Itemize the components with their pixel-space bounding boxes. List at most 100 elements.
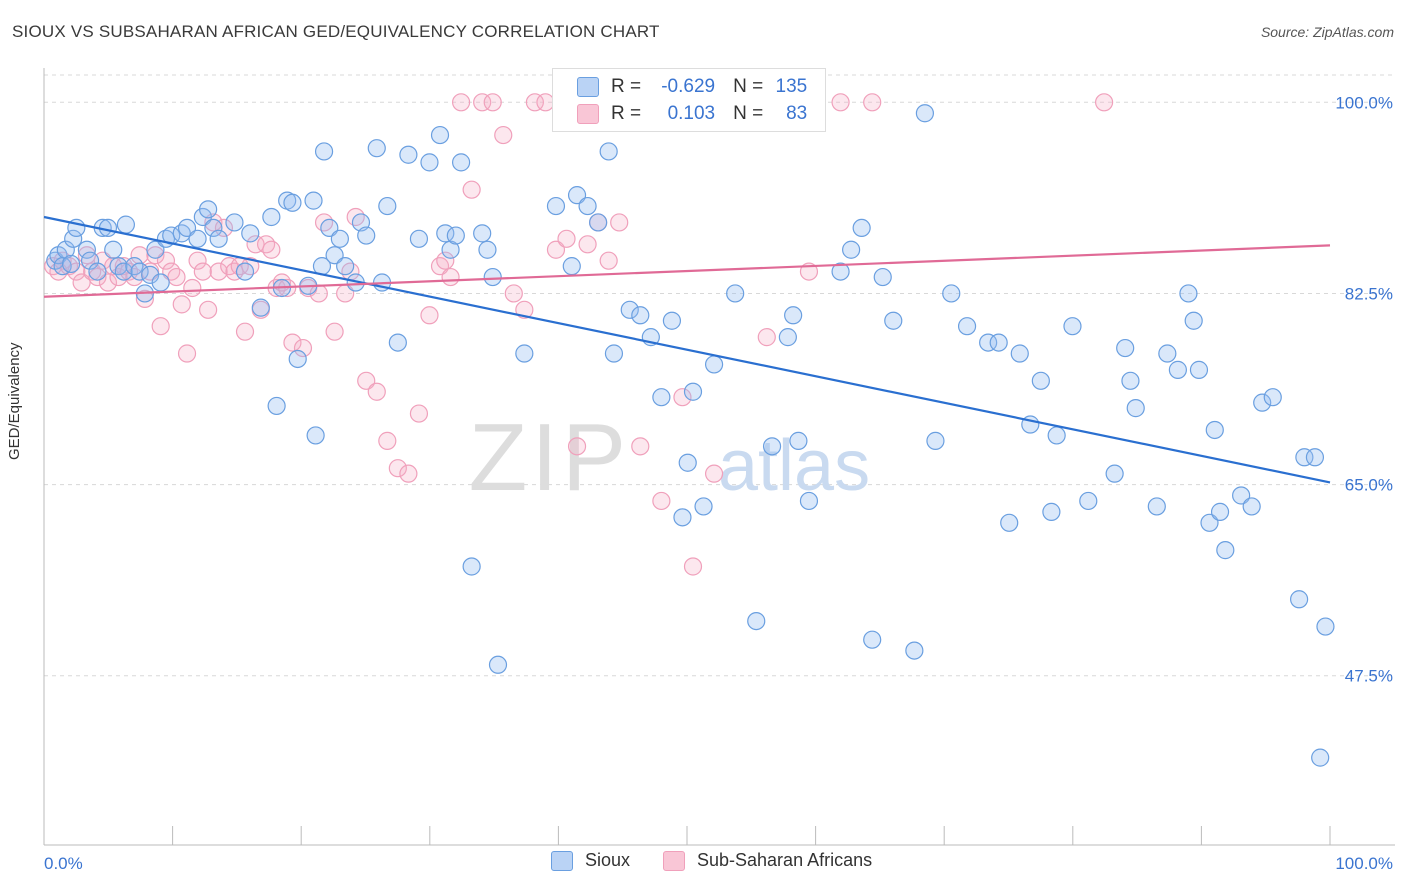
- sioux-point-136: [1305, 448, 1325, 467]
- sioux-point-21: [151, 273, 170, 292]
- chart-title: SIOUX VS SUBSAHARAN AFRICAN GED/EQUIVALE…: [12, 22, 660, 41]
- sioux-point-97: [852, 218, 871, 238]
- sioux-point-101: [905, 641, 924, 660]
- watermark: ZIP atlas: [469, 404, 870, 511]
- ssa-point-23: [167, 267, 186, 287]
- sioux-point-112: [1042, 502, 1061, 521]
- ssa-point-21: [156, 251, 176, 270]
- sioux-point-58: [409, 229, 429, 248]
- sioux-point-86: [694, 497, 713, 516]
- ssa-point-16: [130, 246, 149, 265]
- source-label: Source: ZipAtlas.com: [1260, 24, 1394, 40]
- sioux-point-59: [420, 153, 439, 172]
- sioux-point-78: [620, 300, 639, 319]
- sioux-point-14: [114, 262, 133, 281]
- ssa-point-84: [704, 464, 724, 483]
- watermark-atlas: atlas: [718, 426, 870, 506]
- ssa-point-74: [557, 229, 576, 248]
- ssa-point-53: [346, 207, 365, 227]
- sioux-point-129: [1216, 541, 1235, 560]
- ssa-point-12: [109, 267, 128, 287]
- sioux-point-118: [1121, 371, 1140, 390]
- ssa-point-89: [831, 93, 850, 112]
- sioux-point-82: [662, 311, 682, 330]
- sioux-point-65: [462, 557, 481, 576]
- sioux-point-104: [942, 284, 961, 303]
- sioux-point-19: [141, 265, 160, 284]
- y-tick-label-0: 100.0%: [1335, 93, 1393, 112]
- sioux-point-96: [842, 240, 861, 259]
- sioux-point-125: [1189, 360, 1209, 379]
- sioux-point-108: [1000, 513, 1019, 532]
- sioux-point-128: [1210, 502, 1230, 521]
- sioux-point-100: [884, 311, 903, 330]
- sioux-point-72: [562, 257, 581, 276]
- ssa-point-31: [209, 262, 228, 281]
- sioux-point-113: [1047, 426, 1066, 445]
- sioux-point-32: [235, 262, 255, 281]
- sioux-point-68: [483, 267, 502, 287]
- legend-item-ssa[interactable]: Sub-Saharan Africans: [663, 850, 872, 871]
- ssa-point-83: [683, 557, 703, 576]
- ssa-point-82: [673, 388, 692, 407]
- ssa-point-32: [214, 218, 234, 238]
- axes: [43, 68, 1395, 846]
- tick-labels: 100.0% 82.5% 65.0% 47.5% 0.0% 100.0%: [44, 93, 1393, 873]
- sioux-point-57: [399, 145, 418, 164]
- sioux-point-7: [77, 240, 96, 259]
- ssa-point-63: [441, 267, 460, 287]
- sioux-point-24: [172, 224, 191, 243]
- y-tick-label-1: 82.5%: [1345, 284, 1393, 303]
- sioux-point-52: [357, 226, 376, 245]
- sioux-point-83: [673, 508, 692, 527]
- legend-item-sioux[interactable]: Sioux: [551, 850, 630, 871]
- sioux-point-109: [1010, 344, 1029, 363]
- ssa-point-90: [863, 93, 882, 112]
- ssa-point-50: [325, 322, 344, 341]
- ssa-point-91: [1094, 93, 1114, 112]
- ssa-point-56: [378, 431, 397, 450]
- sioux-point-111: [1031, 371, 1050, 390]
- sioux-point-131: [1242, 497, 1261, 516]
- legend-swatch-sioux: [577, 77, 599, 97]
- sioux-point-92: [784, 306, 803, 325]
- sioux-point-71: [546, 196, 566, 216]
- ssa-point-86: [757, 328, 776, 347]
- sioux-point-138: [1316, 617, 1335, 636]
- ssa-trend-line: [43, 244, 1331, 298]
- sioux-point-105: [957, 317, 977, 336]
- sioux-point-135: [1295, 448, 1314, 467]
- ssa-point-36: [235, 322, 255, 341]
- ssa-point-70: [515, 300, 534, 319]
- sioux-point-31: [225, 213, 244, 232]
- sioux-point-40: [288, 349, 307, 369]
- ssa-point-15: [125, 267, 144, 287]
- legend-row-sioux: R = -0.629 N = 135: [577, 74, 807, 100]
- legend-label-sioux: Sioux: [585, 850, 631, 870]
- legend-swatch-sioux: [551, 850, 573, 871]
- sioux-point-49: [336, 257, 355, 276]
- sioux-point-5: [64, 229, 83, 248]
- sioux-point-91: [778, 328, 797, 347]
- ssa-point-59: [409, 404, 429, 423]
- legend-swatch-ssa: [577, 104, 599, 124]
- ssa-point-25: [177, 344, 197, 363]
- sioux-point-67: [478, 240, 497, 259]
- ssa-point-5: [72, 273, 91, 292]
- sioux-point-4: [61, 254, 81, 274]
- sioux-point-64: [451, 153, 471, 172]
- sioux-points: [46, 104, 1335, 767]
- sioux-point-93: [789, 431, 808, 450]
- ssa-point-69: [504, 284, 523, 303]
- ssa-point-46: [293, 338, 313, 358]
- ssa-point-66: [473, 93, 492, 112]
- sioux-point-133: [1263, 388, 1282, 407]
- legend-r-label: R =: [611, 76, 642, 97]
- sioux-point-48: [330, 229, 349, 248]
- sioux-point-30: [209, 229, 228, 248]
- ssa-point-7: [83, 262, 102, 281]
- sioux-point-53: [367, 139, 386, 158]
- legend-row-ssa: R = 0.103 N = 83: [577, 101, 807, 127]
- sioux-point-16: [125, 257, 144, 276]
- sioux-point-15: [116, 215, 135, 234]
